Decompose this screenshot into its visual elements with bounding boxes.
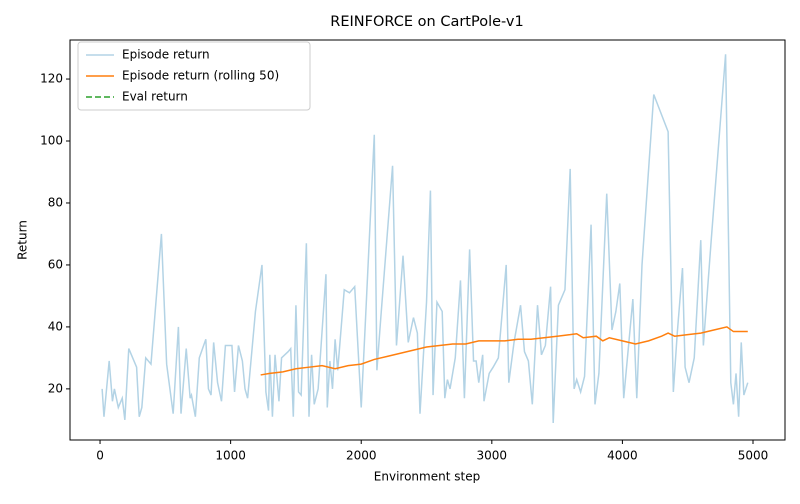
legend-box xyxy=(77,41,311,111)
y-tick-label: 60 xyxy=(48,257,63,271)
chart-title: REINFORCE on CartPole-v1 xyxy=(330,14,523,30)
x-tick-label: 1000 xyxy=(215,449,246,463)
legend-label: Episode return xyxy=(122,48,210,62)
x-tick-label: 5000 xyxy=(738,449,769,463)
y-axis-label: Return xyxy=(16,220,30,260)
y-tick-label: 120 xyxy=(40,72,63,86)
plot-frame xyxy=(69,39,786,441)
y-tick-label: 40 xyxy=(48,319,63,333)
series-line xyxy=(260,326,748,376)
x-tick-label: 0 xyxy=(96,449,104,463)
x-tick-label: 3000 xyxy=(477,449,508,463)
series-line xyxy=(101,54,749,423)
y-tick-label: 20 xyxy=(48,381,63,395)
legend-label: Episode return (rolling 50) xyxy=(122,69,279,83)
legend-label: Eval return xyxy=(122,90,188,104)
y-tick-label: 100 xyxy=(40,134,63,148)
y-tick-label: 80 xyxy=(48,195,63,209)
x-tick-label: 4000 xyxy=(607,449,638,463)
x-tick-label: 2000 xyxy=(346,449,377,463)
x-axis-label: Environment step xyxy=(374,470,480,484)
